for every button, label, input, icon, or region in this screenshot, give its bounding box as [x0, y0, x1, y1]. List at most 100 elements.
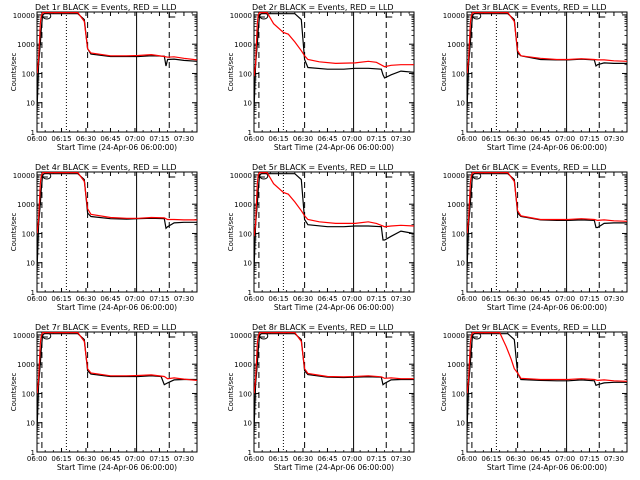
x-tick-label: 06:45	[530, 455, 550, 463]
x-tick-label: 07:00	[125, 455, 145, 463]
y-tick-label: 100	[239, 230, 252, 238]
y-tick-label: 10000	[13, 12, 35, 20]
y-tick-label: 1	[248, 129, 252, 137]
x-tick-label: 06:15	[268, 295, 288, 303]
x-tick-label: 06:00	[244, 455, 264, 463]
x-tick-label: 06:30	[293, 455, 313, 463]
x-tick-label: 06:30	[506, 295, 526, 303]
series-lld-line	[37, 332, 197, 394]
panel-det-2r: Det 2r BLACK = Events, RED = LLD 1 10 100 10…	[227, 3, 415, 152]
y-tick-label: 10	[243, 100, 252, 108]
x-tick-label: 07:30	[604, 295, 624, 303]
interval-bracket	[598, 12, 606, 18]
x-tick-label: 06:15	[51, 135, 71, 143]
x-tick-label: 07:30	[391, 455, 411, 463]
x-tick-label: 07:00	[125, 295, 145, 303]
x-tick-label: 07:30	[604, 135, 624, 143]
x-tick-label: 06:00	[27, 135, 47, 143]
x-tick-label: 07:15	[149, 455, 169, 463]
x-tick-label: 06:30	[76, 135, 96, 143]
x-tick-label: 06:00	[457, 295, 477, 303]
chart-title: Det 3r BLACK = Events, RED = LLD	[465, 3, 607, 12]
interval-bracket	[168, 172, 176, 178]
y-tick-label: 10000	[230, 332, 252, 340]
series-events-line	[37, 333, 197, 432]
series-lld-line	[37, 12, 197, 74]
y-tick-label: 1	[31, 449, 35, 457]
y-axis-label: Counts/sec	[10, 213, 18, 252]
y-tick-label: 10	[26, 260, 35, 268]
x-tick-label: 07:15	[579, 135, 599, 143]
chart-title: Det 9r BLACK = Events, RED = LLD	[465, 323, 607, 332]
y-tick-label: 1	[461, 289, 465, 297]
y-axis-label: Counts/sec	[10, 373, 18, 412]
y-tick-label: 10	[456, 100, 465, 108]
series-lld-line	[254, 332, 414, 394]
chart-title: Det 1r BLACK = Events, RED = LLD	[35, 3, 177, 12]
x-tick-label: 07:30	[391, 135, 411, 143]
panel-det-4r: Det 4r BLACK = Events, RED = LLD 1 10 100 10…	[10, 163, 198, 312]
x-tick-label: 06:45	[317, 455, 337, 463]
y-tick-label: 10	[26, 420, 35, 428]
interval-bracket	[385, 172, 393, 178]
x-tick-label: 07:00	[342, 455, 362, 463]
series-events-line	[254, 173, 414, 272]
y-axis-label: Counts/sec	[227, 53, 235, 92]
x-axis-label: Start Time (24-Apr-06 06:00:00)	[274, 303, 394, 312]
y-tick-label: 1000	[447, 41, 465, 49]
y-tick-label: 1000	[447, 361, 465, 369]
series-events-line	[254, 333, 414, 432]
x-tick-label: 06:15	[51, 295, 71, 303]
y-tick-label: 100	[239, 390, 252, 398]
x-tick-label: 07:00	[342, 135, 362, 143]
x-tick-label: 06:15	[268, 135, 288, 143]
y-tick-label: 1	[461, 129, 465, 137]
panel-det-9r: Det 9r BLACK = Events, RED = LLD 1 10 100 10…	[440, 323, 628, 472]
y-tick-label: 10000	[13, 332, 35, 340]
x-tick-label: 07:00	[555, 295, 575, 303]
y-axis-label: Counts/sec	[10, 53, 18, 92]
x-tick-label: 07:15	[149, 135, 169, 143]
x-axis-label: Start Time (24-Apr-06 06:00:00)	[487, 143, 607, 152]
y-tick-label: 100	[22, 230, 35, 238]
x-tick-label: 07:30	[391, 295, 411, 303]
x-tick-label: 06:45	[100, 295, 120, 303]
y-tick-label: 10000	[230, 172, 252, 180]
x-tick-label: 06:30	[293, 295, 313, 303]
x-axis-label: Start Time (24-Apr-06 06:00:00)	[487, 463, 607, 472]
interval-bracket	[168, 332, 176, 338]
y-tick-label: 1000	[447, 201, 465, 209]
x-tick-label: 06:45	[317, 135, 337, 143]
x-tick-label: 06:15	[268, 455, 288, 463]
x-tick-label: 06:30	[76, 295, 96, 303]
chart-title: Det 5r BLACK = Events, RED = LLD	[252, 163, 394, 172]
x-tick-label: 07:30	[174, 295, 194, 303]
x-tick-label: 06:00	[27, 295, 47, 303]
x-tick-label: 07:15	[579, 455, 599, 463]
panel-det-1r: Det 1r BLACK = Events, RED = LLD 1 10 100 10…	[10, 3, 198, 152]
interval-bracket	[168, 12, 176, 18]
y-tick-label: 1	[31, 129, 35, 137]
panel-det-5r: Det 5r BLACK = Events, RED = LLD 1 10 100 10…	[227, 163, 415, 312]
y-tick-label: 1000	[17, 201, 35, 209]
x-tick-label: 07:00	[342, 295, 362, 303]
x-tick-label: 06:45	[317, 295, 337, 303]
y-tick-label: 100	[452, 70, 465, 78]
y-tick-label: 10000	[443, 172, 465, 180]
y-axis-label: Counts/sec	[440, 53, 448, 92]
x-tick-label: 06:45	[530, 135, 550, 143]
x-tick-label: 07:00	[125, 135, 145, 143]
y-tick-label: 1000	[234, 201, 252, 209]
x-axis-label: Start Time (24-Apr-06 06:00:00)	[274, 143, 394, 152]
x-tick-label: 06:00	[457, 455, 477, 463]
x-tick-label: 06:45	[530, 295, 550, 303]
x-tick-label: 06:30	[506, 135, 526, 143]
y-tick-label: 1	[248, 289, 252, 297]
x-axis-label: Start Time (24-Apr-06 06:00:00)	[487, 303, 607, 312]
y-tick-label: 10	[243, 420, 252, 428]
series-lld-line	[37, 172, 197, 234]
x-tick-label: 06:00	[244, 295, 264, 303]
y-tick-label: 1000	[17, 41, 35, 49]
interval-bracket	[385, 332, 393, 338]
